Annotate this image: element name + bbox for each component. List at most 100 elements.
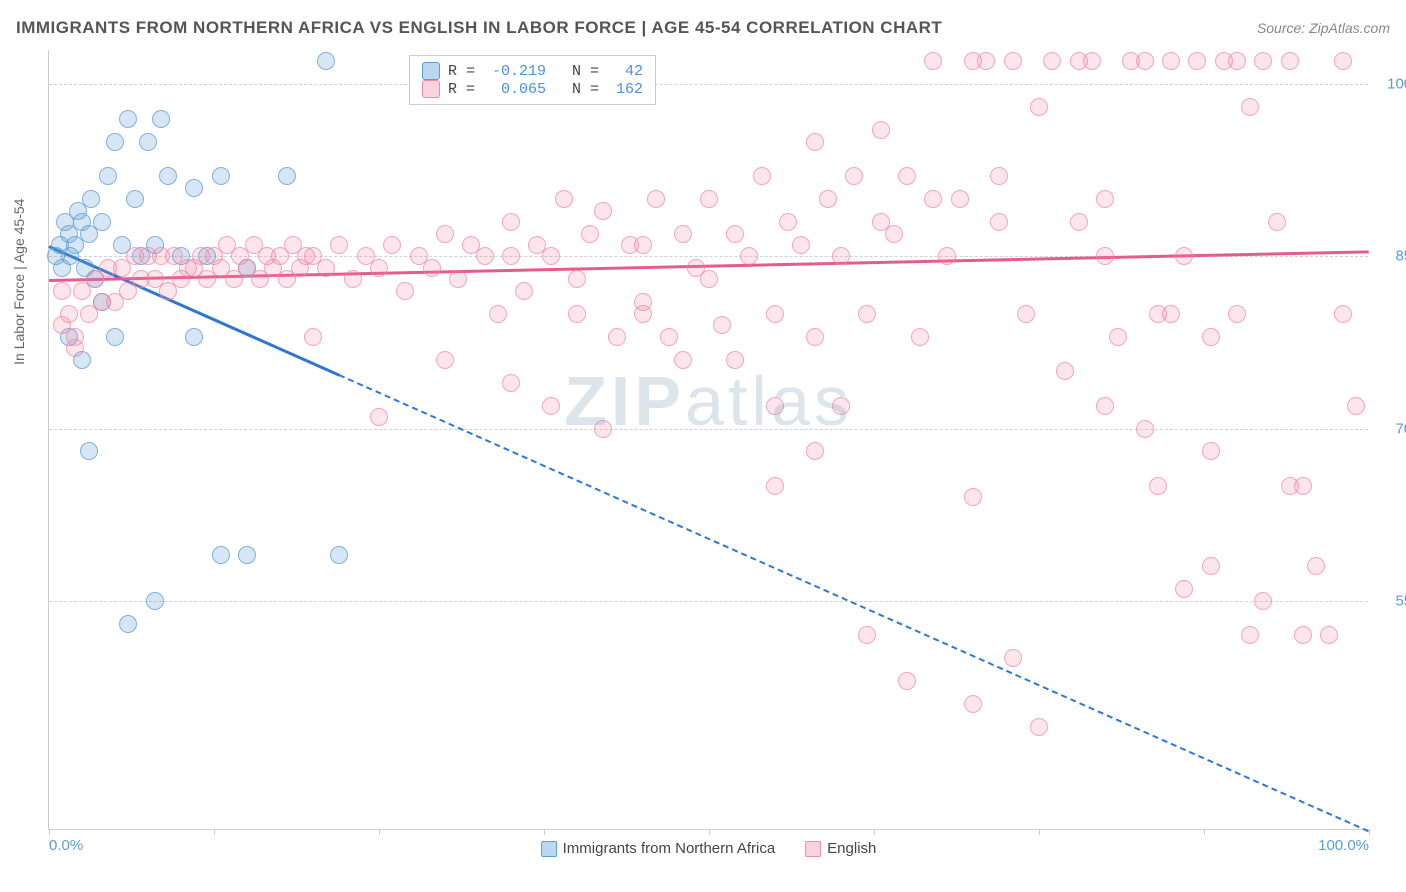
data-point — [542, 247, 560, 265]
data-point — [1070, 213, 1088, 231]
bottom-legend: Immigrants from Northern Africa English — [541, 840, 877, 857]
data-point — [436, 351, 454, 369]
data-point — [370, 408, 388, 426]
data-point — [977, 52, 995, 70]
data-point — [515, 282, 533, 300]
data-point — [139, 133, 157, 151]
data-point — [1056, 362, 1074, 380]
data-point — [634, 305, 652, 323]
data-point — [1320, 626, 1338, 644]
data-point — [753, 167, 771, 185]
data-point — [370, 259, 388, 277]
data-point — [792, 236, 810, 254]
data-point — [594, 420, 612, 438]
x-tick-mark — [379, 829, 380, 835]
swatch-b-icon — [805, 841, 821, 857]
data-point — [674, 225, 692, 243]
data-point — [1268, 213, 1286, 231]
data-point — [990, 167, 1008, 185]
data-point — [185, 179, 203, 197]
data-point — [212, 167, 230, 185]
bottom-legend-item-b: English — [805, 840, 876, 857]
title-bar: IMMIGRANTS FROM NORTHERN AFRICA VS ENGLI… — [16, 18, 1390, 38]
data-point — [1004, 649, 1022, 667]
data-point — [1030, 718, 1048, 736]
data-point — [449, 270, 467, 288]
data-point — [159, 167, 177, 185]
grid-line — [49, 84, 1368, 85]
data-point — [1162, 305, 1180, 323]
data-point — [766, 477, 784, 495]
data-point — [819, 190, 837, 208]
data-point — [1083, 52, 1101, 70]
data-point — [726, 351, 744, 369]
data-point — [1202, 328, 1220, 346]
data-point — [740, 247, 758, 265]
chart-title: IMMIGRANTS FROM NORTHERN AFRICA VS ENGLI… — [16, 18, 942, 38]
data-point — [66, 339, 84, 357]
data-point — [674, 351, 692, 369]
data-point — [924, 52, 942, 70]
data-point — [1202, 442, 1220, 460]
data-point — [185, 328, 203, 346]
data-point — [93, 213, 111, 231]
data-point — [594, 202, 612, 220]
x-tick-mark — [874, 829, 875, 835]
data-point — [396, 282, 414, 300]
data-point — [1149, 477, 1167, 495]
data-point — [1109, 328, 1127, 346]
data-point — [1043, 52, 1061, 70]
data-point — [924, 190, 942, 208]
data-point — [502, 374, 520, 392]
data-point — [700, 270, 718, 288]
data-point — [476, 247, 494, 265]
data-point — [1294, 626, 1312, 644]
data-point — [99, 167, 117, 185]
data-point — [660, 328, 678, 346]
x-tick-mark — [544, 829, 545, 835]
data-point — [330, 236, 348, 254]
data-point — [911, 328, 929, 346]
grid-line — [49, 429, 1368, 430]
data-point — [502, 213, 520, 231]
data-point — [806, 328, 824, 346]
data-point — [1254, 52, 1272, 70]
data-point — [146, 592, 164, 610]
y-tick-label: 55.0% — [1378, 592, 1406, 609]
data-point — [1096, 247, 1114, 265]
x-tick-mark — [49, 829, 50, 835]
data-point — [1228, 305, 1246, 323]
x-tick-label: 100.0% — [1318, 837, 1369, 854]
y-axis-label: In Labor Force | Age 45-54 — [11, 198, 27, 364]
data-point — [898, 167, 916, 185]
data-point — [806, 133, 824, 151]
data-point — [832, 247, 850, 265]
y-tick-label: 100.0% — [1378, 76, 1406, 93]
x-tick-mark — [214, 829, 215, 835]
data-point — [1096, 190, 1114, 208]
legend-row-b: R = 0.065 N = 162 — [422, 80, 643, 98]
swatch-a-icon — [541, 841, 557, 857]
data-point — [766, 397, 784, 415]
data-point — [1175, 247, 1193, 265]
data-point — [1136, 52, 1154, 70]
data-point — [212, 546, 230, 564]
data-point — [489, 305, 507, 323]
plot-area: 55.0%70.0%85.0%100.0%0.0%100.0% — [49, 50, 1368, 829]
data-point — [713, 316, 731, 334]
data-point — [317, 52, 335, 70]
x-tick-mark — [1204, 829, 1205, 835]
data-point — [278, 167, 296, 185]
source-text: Source: ZipAtlas.com — [1257, 20, 1390, 36]
data-point — [608, 328, 626, 346]
data-point — [568, 305, 586, 323]
data-point — [1202, 557, 1220, 575]
data-point — [60, 305, 78, 323]
data-point — [1188, 52, 1206, 70]
data-point — [53, 282, 71, 300]
legend-row-a: R = -0.219 N = 42 — [422, 62, 643, 80]
data-point — [1307, 557, 1325, 575]
grid-line — [49, 601, 1368, 602]
data-point — [502, 247, 520, 265]
data-point — [1334, 305, 1352, 323]
